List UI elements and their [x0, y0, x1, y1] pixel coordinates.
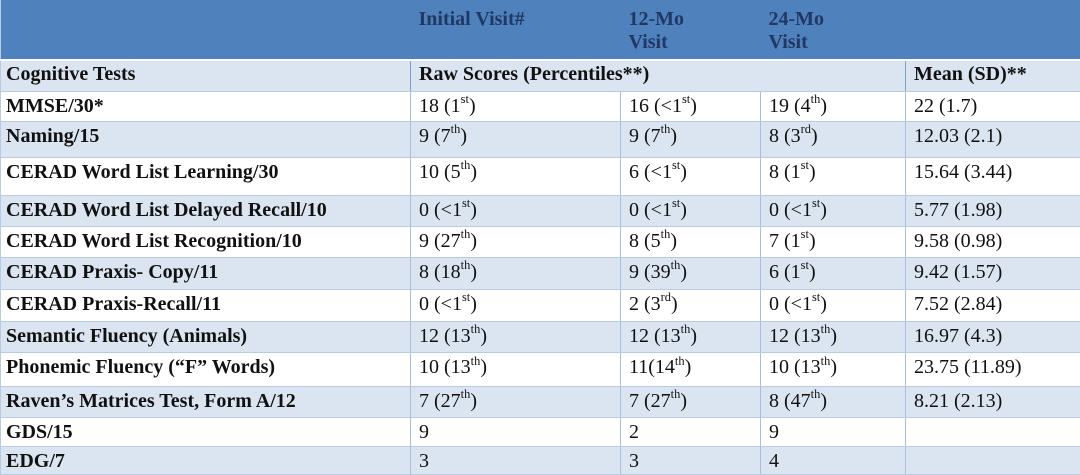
- cell-24mo-visit: 6 (1st): [760, 257, 906, 291]
- cell-initial-visit: 7 (27th): [410, 386, 621, 418]
- table-row: CERAD Word List Learning/30 10 (5th) 6 (<1…: [0, 157, 1080, 196]
- cell-24mo-visit: 10 (13th): [760, 352, 906, 387]
- cell-mean-sd: 9.42 (1.57): [905, 257, 1080, 291]
- cell-12mo-visit: 12 (13th): [620, 321, 761, 354]
- visit-header-row: Initial Visit# 12-Mo Visit 24-Mo Visit: [0, 0, 1080, 61]
- cell-initial-visit: 12 (13th): [410, 321, 621, 354]
- cell-24mo-visit: 8 (1st): [760, 157, 906, 196]
- cell-test-name: Semantic Fluency (Animals): [0, 321, 411, 354]
- table-row: Raven’s Matrices Test, Form A/12 7 (27th)…: [0, 386, 1080, 418]
- column-header-24mo-visit: 24-Mo Visit: [760, 0, 906, 61]
- table-row: CERAD Word List Recognition/10 9 (27th) 8 …: [0, 226, 1080, 259]
- cell-test-name: GDS/15: [0, 417, 411, 447]
- cell-initial-visit: 0 (<1st): [410, 289, 621, 323]
- cell-24mo-visit: 8 (47th): [760, 386, 906, 418]
- cell-initial-visit: 18 (1st): [410, 91, 621, 122]
- visit-header-spacer: [0, 0, 411, 61]
- table-row: CERAD Praxis- Copy/11 8 (18th) 9 (39th) 6 (…: [0, 257, 1080, 291]
- cell-12mo-visit: 3: [620, 446, 761, 475]
- cell-mean-sd: [905, 446, 1080, 475]
- cell-24mo-visit: 9: [760, 417, 906, 447]
- cell-initial-visit: 9 (7th): [410, 121, 621, 158]
- cell-24mo-visit: 19 (4th): [760, 91, 906, 122]
- table-row: MMSE/30* 18 (1st) 16 (<1st) 19 (4th) 22 (1.7…: [0, 91, 1080, 122]
- cell-mean-sd: 22 (1.7): [905, 91, 1080, 122]
- cell-12mo-visit: 11(14th): [620, 352, 761, 387]
- cell-mean-sd: [905, 417, 1080, 447]
- cell-test-name: Raven’s Matrices Test, Form A/12: [0, 386, 411, 418]
- cell-12mo-visit: 2 (3rd): [620, 289, 761, 323]
- cell-mean-sd: 12.03 (2.1): [905, 121, 1080, 158]
- table-row: Phonemic Fluency (“F” Words) 10 (13th) 11(…: [0, 352, 1080, 387]
- cell-mean-sd: 7.52 (2.84): [905, 289, 1080, 323]
- table-row: Semantic Fluency (Animals) 12 (13th) 12 (1…: [0, 321, 1080, 354]
- cell-12mo-visit: 7 (27th): [620, 386, 761, 418]
- cell-test-name: CERAD Praxis- Copy/11: [0, 257, 411, 291]
- cell-test-name: CERAD Word List Delayed Recall/10: [0, 195, 411, 228]
- cell-test-name: EDG/7: [0, 446, 411, 475]
- table-row: CERAD Praxis-Recall/11 0 (<1st) 2 (3rd) 0 (…: [0, 289, 1080, 323]
- cell-24mo-visit: 12 (13th): [760, 321, 906, 354]
- cell-24mo-visit: 0 (<1st): [760, 289, 906, 323]
- cell-test-name: Phonemic Fluency (“F” Words): [0, 352, 411, 387]
- table-row: EDG/7 3 3 4: [0, 446, 1080, 475]
- column-header-24mo-label: 24-Mo Visit: [768, 8, 825, 53]
- column-header-raw-scores: Raw Scores (Percentiles**): [410, 60, 906, 92]
- column-header-12mo-visit: 12-Mo Visit: [620, 0, 761, 61]
- column-header-12mo-label: 12-Mo Visit: [628, 8, 685, 53]
- cell-12mo-visit: 8 (5th): [620, 226, 761, 259]
- cell-initial-visit: 3: [410, 446, 621, 475]
- cell-mean-sd: 9.58 (0.98): [905, 226, 1080, 259]
- cell-24mo-visit: 0 (<1st): [760, 195, 906, 228]
- cell-12mo-visit: 0 (<1st): [620, 195, 761, 228]
- cell-12mo-visit: 9 (39th): [620, 257, 761, 291]
- cell-24mo-visit: 4: [760, 446, 906, 475]
- cell-12mo-visit: 6 (<1st): [620, 157, 761, 196]
- visit-header-spacer-right: [905, 0, 1080, 61]
- cell-test-name: CERAD Word List Learning/30: [0, 157, 411, 196]
- cell-initial-visit: 10 (5th): [410, 157, 621, 196]
- table-body: MMSE/30* 18 (1st) 16 (<1st) 19 (4th) 22 (1.7…: [0, 91, 1080, 475]
- cell-mean-sd: 8.21 (2.13): [905, 386, 1080, 418]
- cell-initial-visit: 10 (13th): [410, 352, 621, 387]
- cell-12mo-visit: 9 (7th): [620, 121, 761, 158]
- cell-test-name: CERAD Praxis-Recall/11: [0, 289, 411, 323]
- cell-test-name: Naming/15: [0, 121, 411, 158]
- cell-mean-sd: 16.97 (4.3): [905, 321, 1080, 354]
- cell-mean-sd: 23.75 (11.89): [905, 352, 1080, 387]
- cell-24mo-visit: 7 (1st): [760, 226, 906, 259]
- table-row: CERAD Word List Delayed Recall/10 0 (<1st…: [0, 195, 1080, 228]
- cell-12mo-visit: 16 (<1st): [620, 91, 761, 122]
- cell-24mo-visit: 8 (3rd): [760, 121, 906, 158]
- cell-initial-visit: 9: [410, 417, 621, 447]
- cell-initial-visit: 9 (27th): [410, 226, 621, 259]
- table-row: Naming/15 9 (7th) 9 (7th) 8 (3rd) 12.03 (2.1…: [0, 121, 1080, 158]
- cell-initial-visit: 0 (<1st): [410, 195, 621, 228]
- table-row: GDS/15 9 2 9: [0, 417, 1080, 447]
- cell-initial-visit: 8 (18th): [410, 257, 621, 291]
- column-header-cognitive-tests: Cognitive Tests: [0, 60, 411, 92]
- column-header-initial-visit: Initial Visit#: [410, 0, 621, 61]
- cell-mean-sd: 5.77 (1.98): [905, 195, 1080, 228]
- cell-12mo-visit: 2: [620, 417, 761, 447]
- column-header-mean-sd: Mean (SD)**: [905, 60, 1080, 92]
- sub-header-row: Cognitive Tests Raw Scores (Percentiles*…: [0, 60, 1080, 92]
- cell-test-name: MMSE/30*: [0, 91, 411, 122]
- cell-mean-sd: 15.64 (3.44): [905, 157, 1080, 196]
- cell-test-name: CERAD Word List Recognition/10: [0, 226, 411, 259]
- table-head: Initial Visit# 12-Mo Visit 24-Mo Visit C…: [0, 0, 1080, 92]
